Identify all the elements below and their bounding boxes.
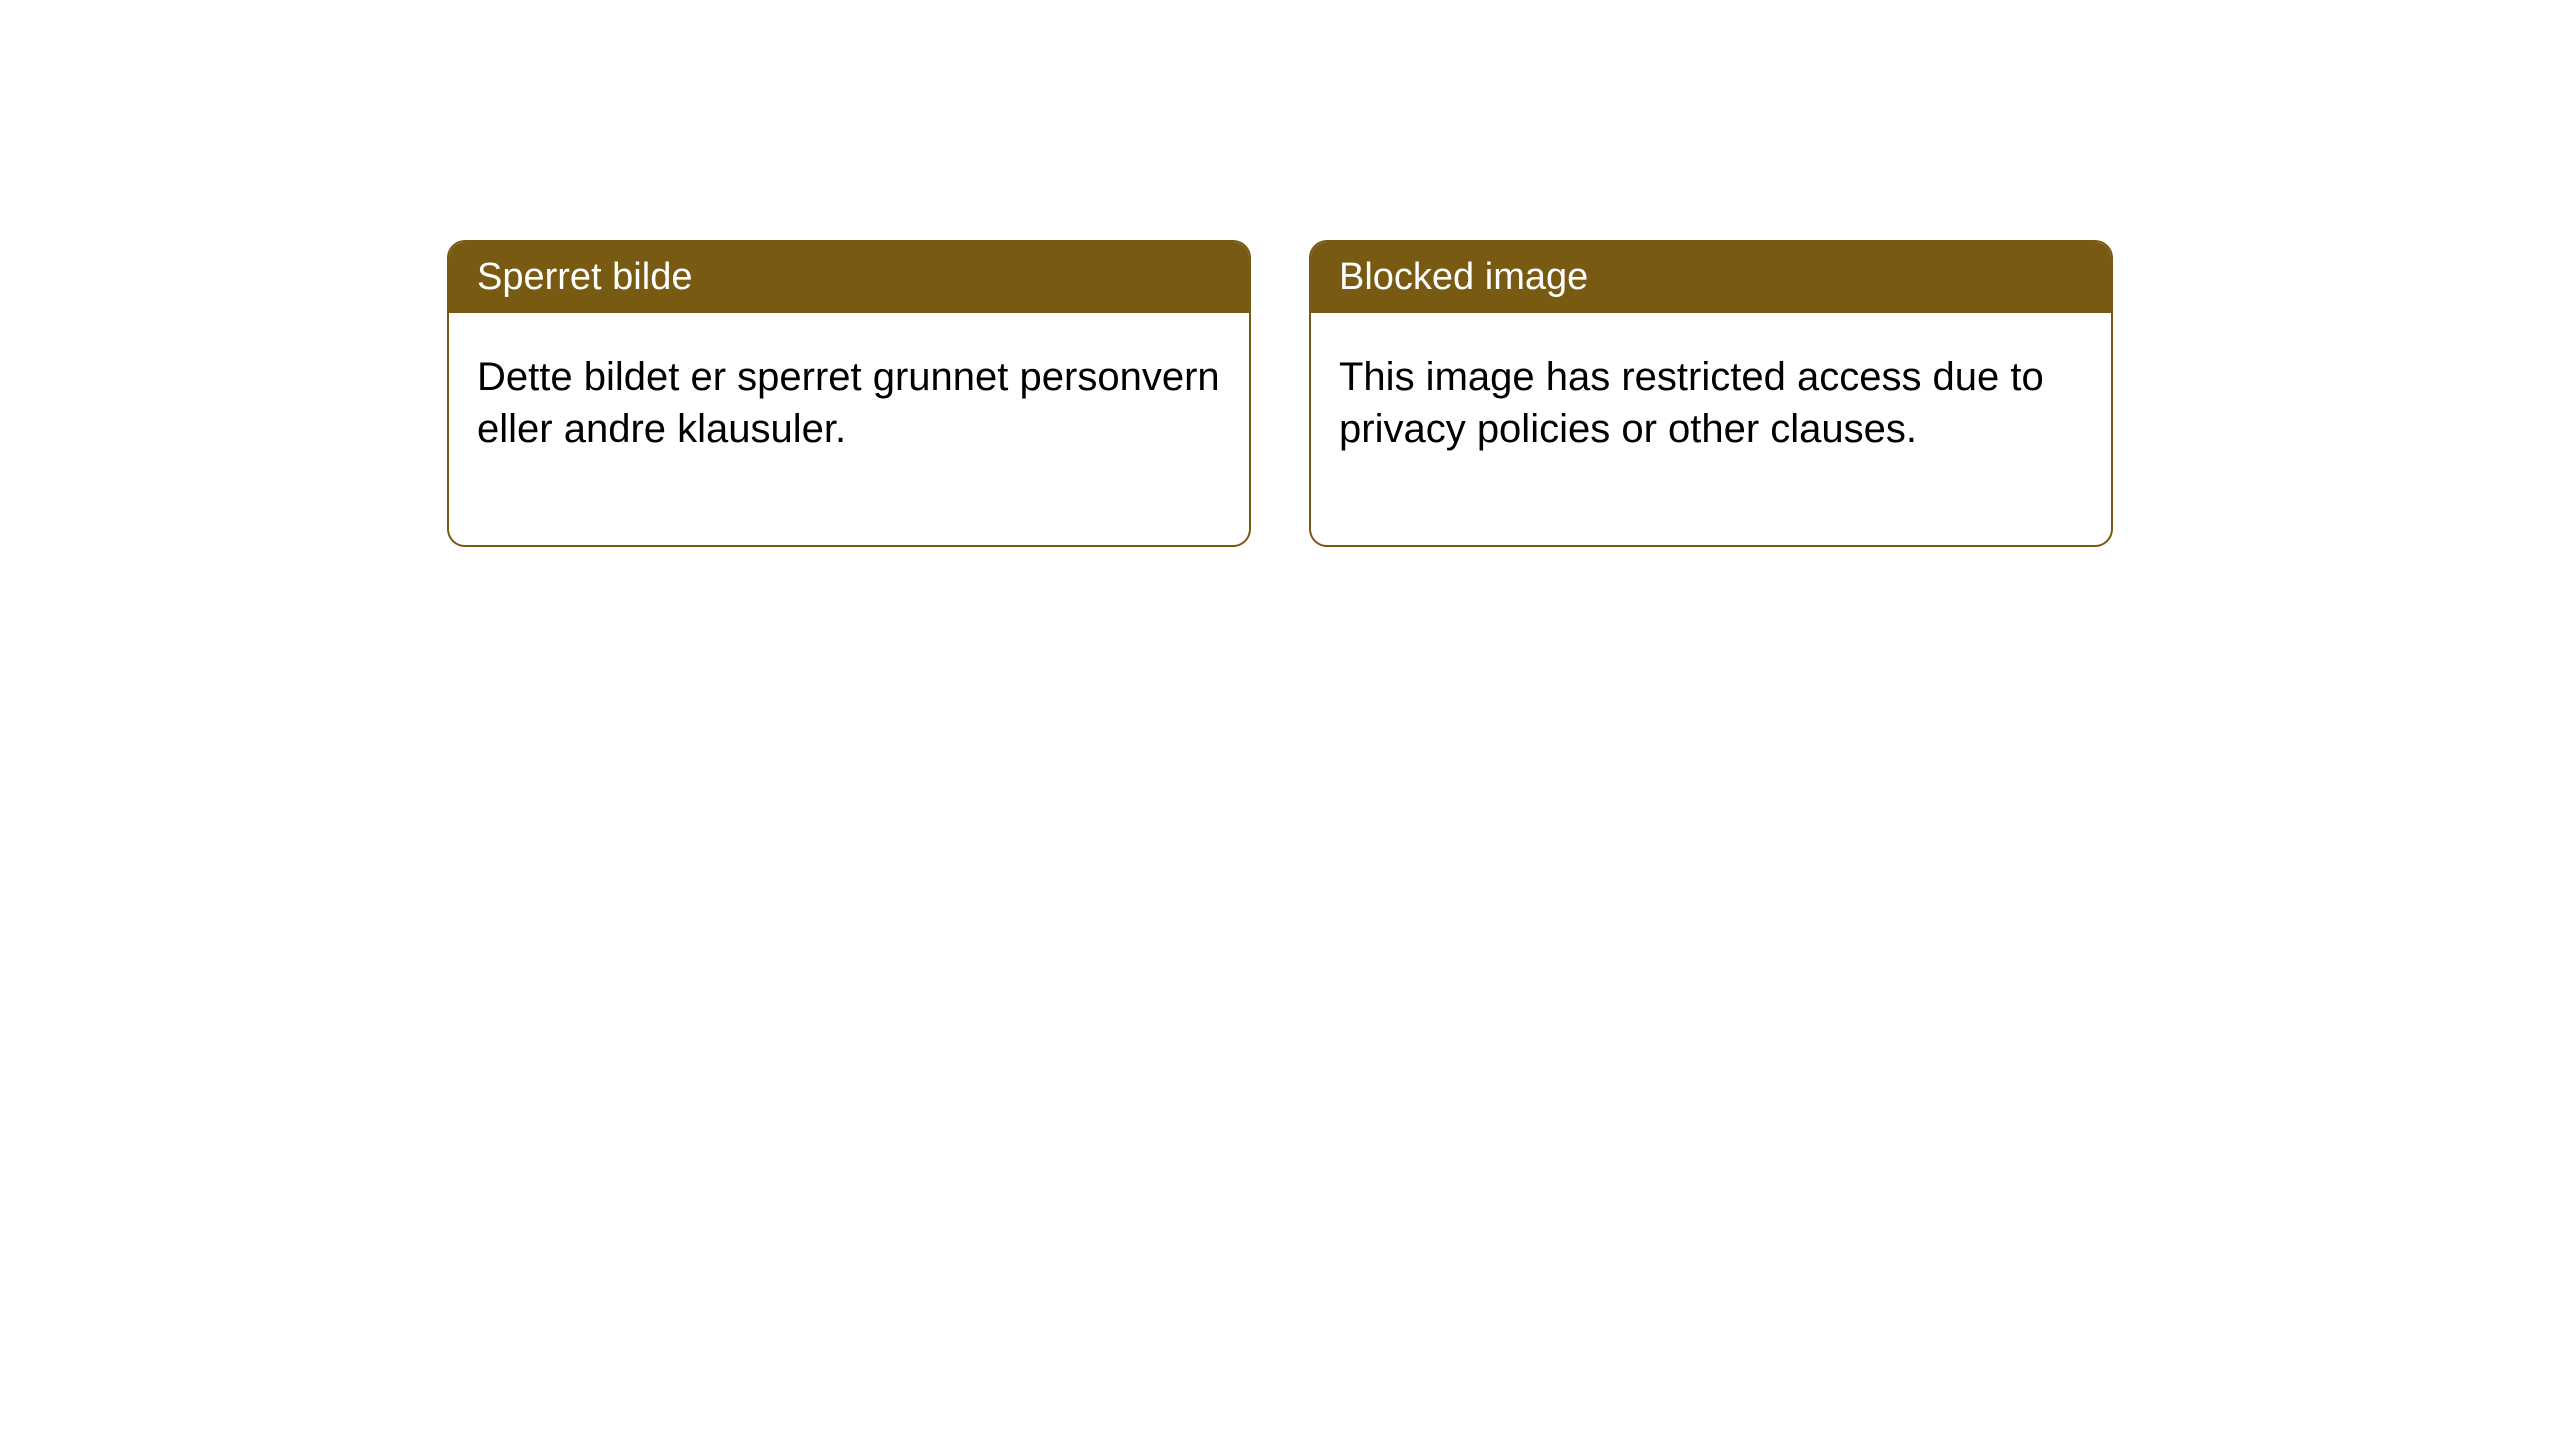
notice-card-norwegian: Sperret bilde Dette bildet er sperret gr… — [447, 240, 1251, 547]
notice-header-norwegian: Sperret bilde — [449, 242, 1249, 313]
notice-container: Sperret bilde Dette bildet er sperret gr… — [0, 0, 2560, 547]
notice-body-norwegian: Dette bildet er sperret grunnet personve… — [449, 313, 1249, 545]
notice-header-english: Blocked image — [1311, 242, 2111, 313]
notice-body-text: This image has restricted access due to … — [1339, 355, 2044, 451]
notice-card-english: Blocked image This image has restricted … — [1309, 240, 2113, 547]
notice-body-text: Dette bildet er sperret grunnet personve… — [477, 355, 1220, 451]
notice-body-english: This image has restricted access due to … — [1311, 313, 2111, 545]
notice-title: Blocked image — [1339, 256, 1588, 298]
notice-title: Sperret bilde — [477, 256, 692, 298]
